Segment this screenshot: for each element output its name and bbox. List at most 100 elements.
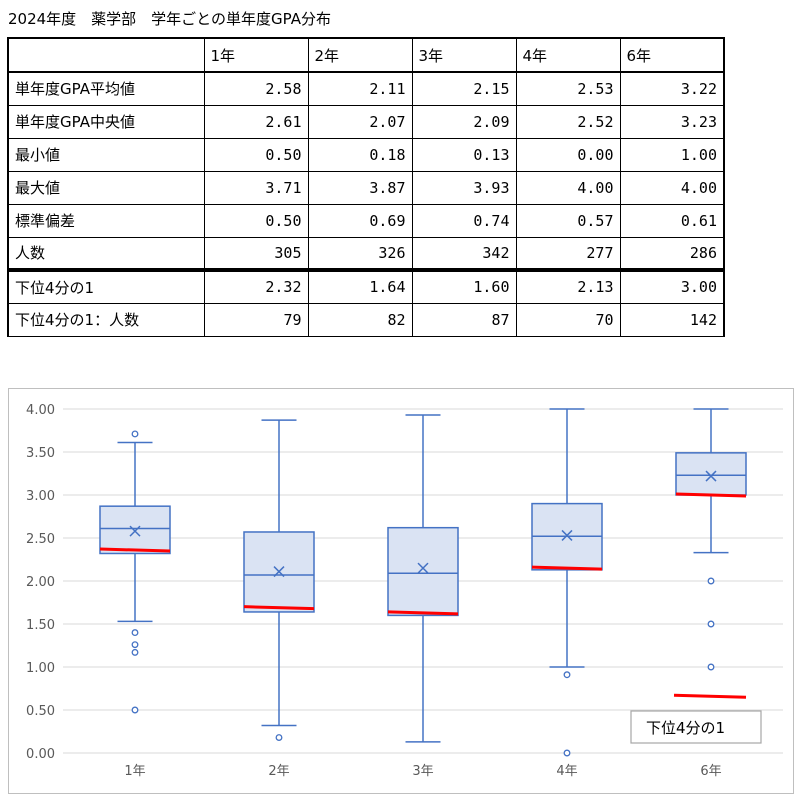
outlier-point [131, 648, 139, 656]
lower-quartile-marker [99, 547, 171, 553]
mean-marker [273, 566, 285, 578]
table-cell: 1.00 [619, 137, 725, 172]
table-cell: 70 [515, 302, 621, 337]
legend-box [630, 710, 762, 744]
table-cell: 0.50 [203, 137, 309, 172]
table-cell: 4.00 [619, 170, 725, 205]
table-cell: 87 [411, 302, 517, 337]
stats-table: 1年 2年 3年 4年 6年 単年度GPA平均値 2.58 2.11 2.15 2.53… [7, 37, 725, 337]
x-tick-label: 2年 [268, 764, 289, 779]
header-cell: 6年 [619, 37, 725, 73]
table-cell: 2.11 [307, 71, 413, 106]
table-cell: 0.50 [203, 203, 309, 238]
lower-quartile-marker [387, 610, 459, 616]
table-row: 最大値 3.71 3.87 3.93 4.00 4.00 [7, 170, 725, 205]
table-cell: 2.07 [307, 104, 413, 139]
table-cell: 3.71 [203, 170, 309, 205]
x-tick-label: 6年 [700, 764, 721, 779]
row-label: 標準偏差 [7, 203, 205, 238]
table-cell: 2.52 [515, 104, 621, 139]
lower-quartile-marker [531, 565, 603, 571]
y-tick-label: 3.00 [26, 489, 55, 504]
y-tick-label: 0.50 [26, 704, 55, 719]
mean-marker [417, 562, 429, 574]
outlier-point [131, 629, 139, 637]
header-cell: 4年 [515, 37, 621, 73]
table-row: 標準偏差 0.50 0.69 0.74 0.57 0.61 [7, 203, 725, 238]
table-cell: 3.22 [619, 71, 725, 106]
table-cell: 1.64 [307, 268, 413, 304]
box-plot-chart: 0.00 0.50 1.00 1.50 2.00 2.50 3.00 3.50 4.00 1年 2年… [8, 388, 794, 794]
box [387, 526, 459, 617]
outlier-point [131, 641, 139, 649]
x-tick-label: 1年 [124, 764, 145, 779]
table-cell: 1.60 [411, 268, 517, 304]
table-cell: 0.18 [307, 137, 413, 172]
table-cell: 0.69 [307, 203, 413, 238]
table-cell: 0.57 [515, 203, 621, 238]
outlier-point [131, 706, 139, 714]
table-row: 単年度GPA中央値 2.61 2.07 2.09 2.52 3.23 [7, 104, 725, 139]
outlier-point [563, 749, 571, 757]
table-cell: 277 [515, 236, 621, 271]
row-label: 人数 [7, 236, 205, 271]
row-label: 単年度GPA平均値 [7, 71, 205, 106]
table-cell: 2.13 [515, 268, 621, 304]
y-tick-label: 2.00 [26, 575, 55, 590]
y-tick-label: 1.50 [26, 618, 55, 633]
mean-marker [561, 529, 573, 541]
table-row: 最小値 0.50 0.18 0.13 0.00 1.00 [7, 137, 725, 172]
outlier-point [563, 671, 571, 679]
table-row: 単年度GPA平均値 2.58 2.11 2.15 2.53 3.22 [7, 71, 725, 106]
header-cell: 3年 [411, 37, 517, 73]
table-cell: 2.61 [203, 104, 309, 139]
y-tick-label: 1.00 [26, 661, 55, 676]
table-row: 下位4分の1：人数 79 82 87 70 142 [7, 302, 725, 337]
table-row: 下位4分の1 2.32 1.64 1.60 2.13 3.00 [7, 268, 725, 304]
outlier-point [707, 577, 715, 585]
y-tick-label: 3.50 [26, 446, 55, 461]
table-cell: 326 [307, 236, 413, 271]
table-cell: 342 [411, 236, 517, 271]
table-row: 人数 305 326 342 277 286 [7, 236, 725, 271]
table-cell: 0.61 [619, 203, 725, 238]
row-label: 下位4分の1：人数 [7, 302, 205, 337]
outlier-point [275, 734, 283, 741]
table-cell: 3.93 [411, 170, 517, 205]
table-header-row: 1年 2年 3年 4年 6年 [7, 37, 725, 73]
lower-quartile-marker [243, 605, 315, 611]
outlier-point [707, 620, 715, 628]
table-cell: 3.23 [619, 104, 725, 139]
lower-quartile-marker [675, 492, 747, 498]
table-cell: 82 [307, 302, 413, 337]
row-label: 最大値 [7, 170, 205, 205]
table-cell: 2.32 [203, 268, 309, 304]
chart-svg: 0.00 0.50 1.00 1.50 2.00 2.50 3.00 3.50 4.00 1年 2年… [26, 403, 783, 779]
table-cell: 3.87 [307, 170, 413, 205]
mean-marker [129, 525, 141, 537]
box [675, 452, 747, 496]
table-cell: 0.74 [411, 203, 517, 238]
mean-marker [705, 470, 717, 482]
table-cell: 286 [619, 236, 725, 271]
table-cell: 0.00 [515, 137, 621, 172]
legend-sample-marker [673, 693, 747, 699]
table-cell: 2.58 [203, 71, 309, 106]
outlier-point [131, 430, 139, 438]
x-tick-label: 4年 [556, 764, 577, 779]
table-cell: 0.13 [411, 137, 517, 172]
table-cell: 2.53 [515, 71, 621, 106]
y-tick-label: 2.50 [26, 532, 55, 547]
header-cell [7, 37, 205, 73]
row-label: 単年度GPA中央値 [7, 104, 205, 139]
box [99, 505, 171, 555]
table-cell: 305 [203, 236, 309, 271]
table-cell: 2.09 [411, 104, 517, 139]
table-cell: 4.00 [515, 170, 621, 205]
outlier-point [707, 663, 715, 671]
y-tick-label: 4.00 [26, 403, 55, 418]
table-cell: 2.15 [411, 71, 517, 106]
table-cell: 79 [203, 302, 309, 337]
table-cell: 142 [619, 302, 725, 337]
page-title: 2024年度 薬学部 学年ごとの単年度GPA分布 [8, 10, 331, 28]
